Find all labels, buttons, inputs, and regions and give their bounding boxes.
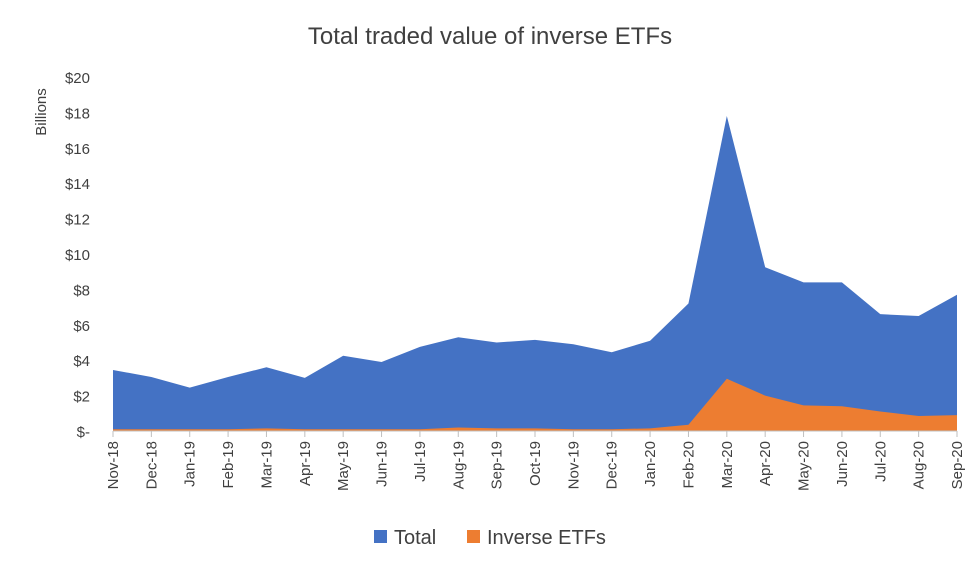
- x-tick-label: Sep-20: [949, 441, 966, 489]
- y-tick-label: $8: [73, 282, 90, 299]
- legend-swatch: [467, 530, 480, 543]
- x-tick-label: Feb-20: [680, 441, 697, 489]
- legend-swatch: [374, 530, 387, 543]
- y-tick-label: $18: [65, 105, 90, 122]
- x-tick-label: Jan-20: [642, 441, 659, 487]
- y-tick-label: $6: [73, 318, 90, 335]
- y-axis-label: Billions: [33, 88, 50, 136]
- x-tick-label: Oct-19: [527, 441, 544, 486]
- axes: $- $2 $4 $6 $8 $10 $12 $14 $16 $18 $20 Nov-18 Dec-18…: [65, 70, 966, 491]
- legend: Total Inverse ETFs: [374, 527, 606, 549]
- series-area-total: [113, 115, 957, 431]
- y-tick-label: $-: [77, 424, 90, 441]
- x-tick-label: Dec-19: [604, 441, 621, 489]
- y-tick-label: $16: [65, 141, 90, 158]
- y-tick-label: $10: [65, 247, 90, 264]
- y-tick-label: $12: [65, 212, 90, 229]
- x-tick-label: Nov-18: [105, 441, 122, 489]
- plot-area: [113, 115, 957, 431]
- x-tick-label: Jul-19: [412, 441, 429, 482]
- x-tick-label: May-19: [335, 441, 352, 491]
- legend-item: Inverse ETFs: [467, 527, 606, 549]
- y-tick-label: $4: [73, 353, 90, 370]
- x-tick-label: Sep-19: [489, 441, 506, 489]
- x-tick-label: Apr-19: [297, 441, 314, 486]
- x-tick-label: Jun-20: [834, 441, 851, 487]
- x-tick-label: Aug-20: [911, 441, 928, 489]
- y-tick-label: $20: [65, 70, 90, 87]
- x-tick-label: Feb-19: [220, 441, 237, 489]
- legend-label: Inverse ETFs: [487, 527, 606, 549]
- x-tick-label: Apr-20: [757, 441, 774, 486]
- x-tick-label: Aug-19: [450, 441, 467, 489]
- series-area-inverse-etfs: [113, 378, 957, 431]
- x-tick-label: Jan-19: [182, 441, 199, 487]
- chart-title: Total traded value of inverse ETFs: [308, 23, 672, 50]
- x-tick-label: Jul-20: [872, 441, 889, 482]
- y-tick-label: $2: [73, 389, 90, 406]
- x-tick-label: Mar-19: [258, 441, 275, 489]
- legend-item: Total: [374, 527, 436, 549]
- x-tick-label: Nov-19: [565, 441, 582, 489]
- x-tick-label: Mar-20: [719, 441, 736, 489]
- y-tick-label: $14: [65, 176, 90, 193]
- x-tick-label: May-20: [796, 441, 813, 491]
- x-tick-label: Dec-18: [143, 441, 160, 489]
- x-tick-label: Jun-19: [374, 441, 391, 487]
- legend-label: Total: [394, 527, 436, 549]
